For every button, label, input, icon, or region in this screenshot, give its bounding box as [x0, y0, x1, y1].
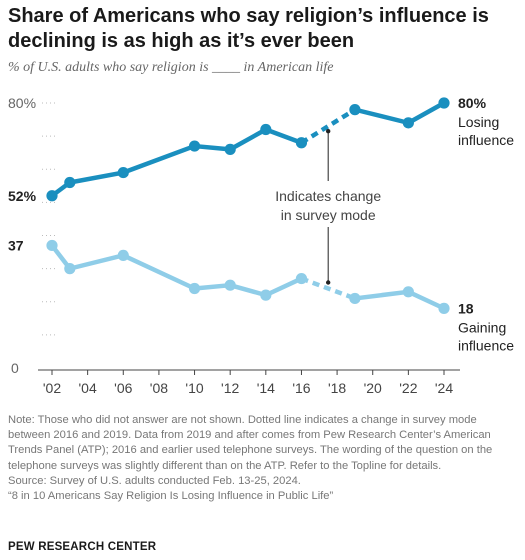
- chart-subtitle: % of U.S. adults who say religion is ___…: [8, 60, 334, 75]
- mode-change-segment: [300, 107, 357, 145]
- mode-change-segment: [300, 276, 356, 301]
- data-point: [117, 249, 129, 261]
- series-name-label: influence: [458, 132, 514, 148]
- start-value-label: 37: [8, 237, 24, 253]
- annotation-text: Indicates change: [275, 188, 381, 204]
- line-segment: [227, 127, 269, 152]
- data-point: [64, 263, 76, 275]
- data-point: [188, 140, 201, 152]
- y-axis-labels: 80% 0: [8, 95, 36, 376]
- data-point: [46, 239, 58, 252]
- line-chart: 80% 0 '02 '04 '06 '08 '10 '12 '14 '16 '18 '20 '22 '2…: [8, 95, 514, 396]
- x-tick-label: '02: [43, 380, 61, 396]
- data-point: [402, 117, 414, 129]
- x-tick-label: '08: [150, 380, 168, 396]
- line-segment: [352, 107, 411, 126]
- series-name-label: Losing: [458, 114, 499, 130]
- data-point: [224, 143, 236, 155]
- data-point: [260, 289, 272, 301]
- series-gaining: [46, 239, 450, 314]
- y-tick-label: 0: [11, 360, 19, 376]
- notes: Note: Those who did not answer are not s…: [8, 413, 518, 504]
- line-segment: [121, 143, 197, 175]
- data-point: [46, 190, 58, 202]
- data-point: [64, 176, 76, 189]
- series-name-label: Gaining: [458, 319, 506, 335]
- line-segment: [67, 170, 126, 185]
- x-axis: '02 '04 '06 '08 '10 '12 '14 '16 '18 '20 '22 '24: [38, 369, 460, 396]
- x-tick-label: '24: [435, 380, 453, 396]
- data-point: [438, 97, 450, 109]
- data-point: [402, 286, 414, 298]
- report-title-text: “8 in 10 Americans Say Religion Is Losin…: [8, 490, 334, 503]
- source-text: Source: Survey of U.S. adults conducted …: [8, 474, 301, 487]
- data-point: [349, 104, 361, 116]
- start-value-label: 52%: [8, 188, 37, 204]
- x-tick-label: '14: [257, 380, 275, 396]
- line-segment: [227, 282, 269, 298]
- line-segment: [406, 100, 447, 126]
- series-labels: 52% 80% Losing influence 37 18 Gaining influenc…: [8, 95, 514, 353]
- series-layer: [46, 97, 450, 314]
- x-tick-label: '04: [79, 380, 97, 396]
- mode-change-annotation: Indicates change in survey mode: [275, 128, 381, 285]
- end-value-label: 80%: [458, 95, 487, 111]
- y-tick-label: 80%: [8, 95, 36, 111]
- annotation-text: in survey mode: [281, 207, 376, 223]
- x-tick-label: '12: [221, 380, 239, 396]
- line-segment: [192, 282, 233, 291]
- line-segment: [263, 276, 304, 298]
- line-segment: [121, 253, 197, 291]
- data-point: [260, 123, 272, 136]
- chart-title: Share of Americans who say religion’s in…: [8, 5, 489, 52]
- line-segment: [406, 289, 447, 311]
- data-point: [295, 272, 308, 285]
- x-tick-label: '18: [328, 380, 346, 396]
- note-text: Note: Those who did not answer are not s…: [8, 414, 493, 472]
- x-tick-label: '16: [292, 380, 310, 396]
- line-segment: [67, 253, 126, 271]
- data-point: [117, 166, 129, 179]
- x-tick-label: '06: [114, 380, 132, 396]
- data-point: [295, 137, 308, 149]
- end-value-label: 18: [458, 300, 474, 316]
- publisher-label: PEW RESEARCH CENTER: [8, 541, 157, 553]
- series-losing: [46, 97, 450, 202]
- data-point: [188, 282, 201, 295]
- series-name-label: influence: [458, 337, 514, 353]
- data-point: [438, 302, 450, 314]
- line-segment: [263, 127, 304, 145]
- gridlines: [42, 102, 58, 336]
- line-segment: [352, 289, 411, 301]
- annotation-dot: [325, 280, 331, 285]
- x-tick-label: '22: [399, 380, 417, 396]
- x-tick-label: '10: [185, 380, 203, 396]
- data-point: [224, 279, 236, 291]
- x-tick-label: '20: [364, 380, 382, 396]
- data-point: [349, 292, 361, 305]
- line-segment: [192, 143, 233, 152]
